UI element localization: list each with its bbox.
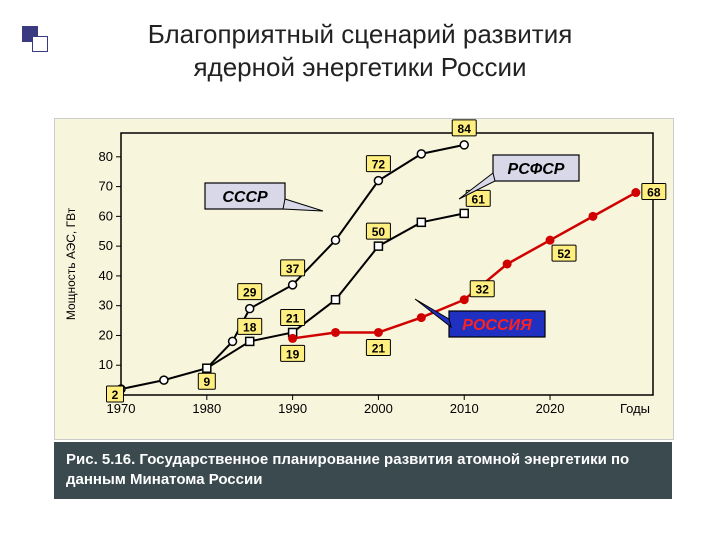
value-label: 50 — [372, 225, 386, 239]
x-tick-label: 1980 — [192, 401, 221, 416]
x-tick-label: 1990 — [278, 401, 307, 416]
x-tick-label: 2010 — [450, 401, 479, 416]
x-tick-label: 2000 — [364, 401, 393, 416]
figure-caption: Рис. 5.16. Государственное планирование … — [54, 442, 672, 499]
marker-open-circle — [289, 281, 297, 289]
y-tick-label: 20 — [99, 327, 113, 342]
x-tick-label: 2020 — [536, 401, 565, 416]
y-tick-label: 70 — [99, 179, 113, 194]
marker-filled-circle — [503, 260, 512, 269]
y-tick-label: 10 — [99, 357, 113, 372]
chart-container: 1020304050607080Мощность АЭС, ГВт1970198… — [54, 118, 674, 440]
marker-filled-circle — [588, 212, 597, 221]
value-label: 61 — [472, 192, 486, 206]
series-callout-label: РСФСР — [508, 161, 565, 178]
chart-svg: 1020304050607080Мощность АЭС, ГВт1970198… — [55, 119, 673, 439]
series-callout-label: СССР — [222, 189, 268, 206]
y-tick-label: 60 — [99, 208, 113, 223]
marker-open-square — [246, 337, 254, 345]
marker-open-square — [332, 296, 340, 304]
value-label: 72 — [372, 158, 386, 172]
marker-open-circle — [374, 177, 382, 185]
value-label: 21 — [372, 341, 386, 355]
value-label: 21 — [286, 311, 300, 325]
value-label: 37 — [286, 262, 300, 276]
marker-open-circle — [229, 337, 237, 345]
title-line-1: Благоприятный сценарий развития — [148, 19, 573, 49]
value-label: 29 — [243, 286, 257, 300]
marker-open-circle — [160, 376, 168, 384]
marker-open-square — [460, 209, 468, 217]
y-tick-label: 40 — [99, 268, 113, 283]
marker-filled-circle — [288, 334, 297, 343]
value-label: 9 — [203, 375, 210, 389]
y-tick-label: 30 — [99, 298, 113, 313]
x-tick-label: 1970 — [107, 401, 136, 416]
value-label: 19 — [286, 347, 300, 361]
marker-filled-circle — [460, 295, 469, 304]
decor-square-icon — [32, 36, 48, 52]
marker-filled-circle — [374, 328, 383, 337]
y-axis-label: Мощность АЭС, ГВт — [64, 207, 78, 320]
marker-filled-circle — [546, 236, 555, 245]
y-tick-label: 50 — [99, 238, 113, 253]
marker-open-square — [203, 364, 211, 372]
series-callout-label: РОССИЯ — [462, 317, 532, 334]
y-tick-label: 80 — [99, 149, 113, 164]
marker-filled-circle — [417, 313, 426, 322]
value-label: 84 — [458, 122, 472, 136]
value-label: 2 — [112, 388, 119, 402]
value-label: 18 — [243, 320, 257, 334]
callout-pointer — [415, 299, 451, 327]
marker-open-square — [374, 242, 382, 250]
marker-open-circle — [417, 150, 425, 158]
marker-open-circle — [460, 141, 468, 149]
value-label: 52 — [557, 247, 571, 261]
value-label: 32 — [476, 283, 490, 297]
marker-open-circle — [332, 236, 340, 244]
marker-filled-circle — [631, 188, 640, 197]
marker-open-square — [417, 218, 425, 226]
x-axis-label: Годы — [620, 401, 650, 416]
value-label: 68 — [647, 186, 661, 200]
title-line-2: ядерной энергетики России — [193, 52, 526, 82]
marker-filled-circle — [331, 328, 340, 337]
marker-open-circle — [246, 305, 254, 313]
callout-pointer — [283, 199, 323, 211]
page-title: Благоприятный сценарий развития ядерной … — [0, 18, 720, 83]
